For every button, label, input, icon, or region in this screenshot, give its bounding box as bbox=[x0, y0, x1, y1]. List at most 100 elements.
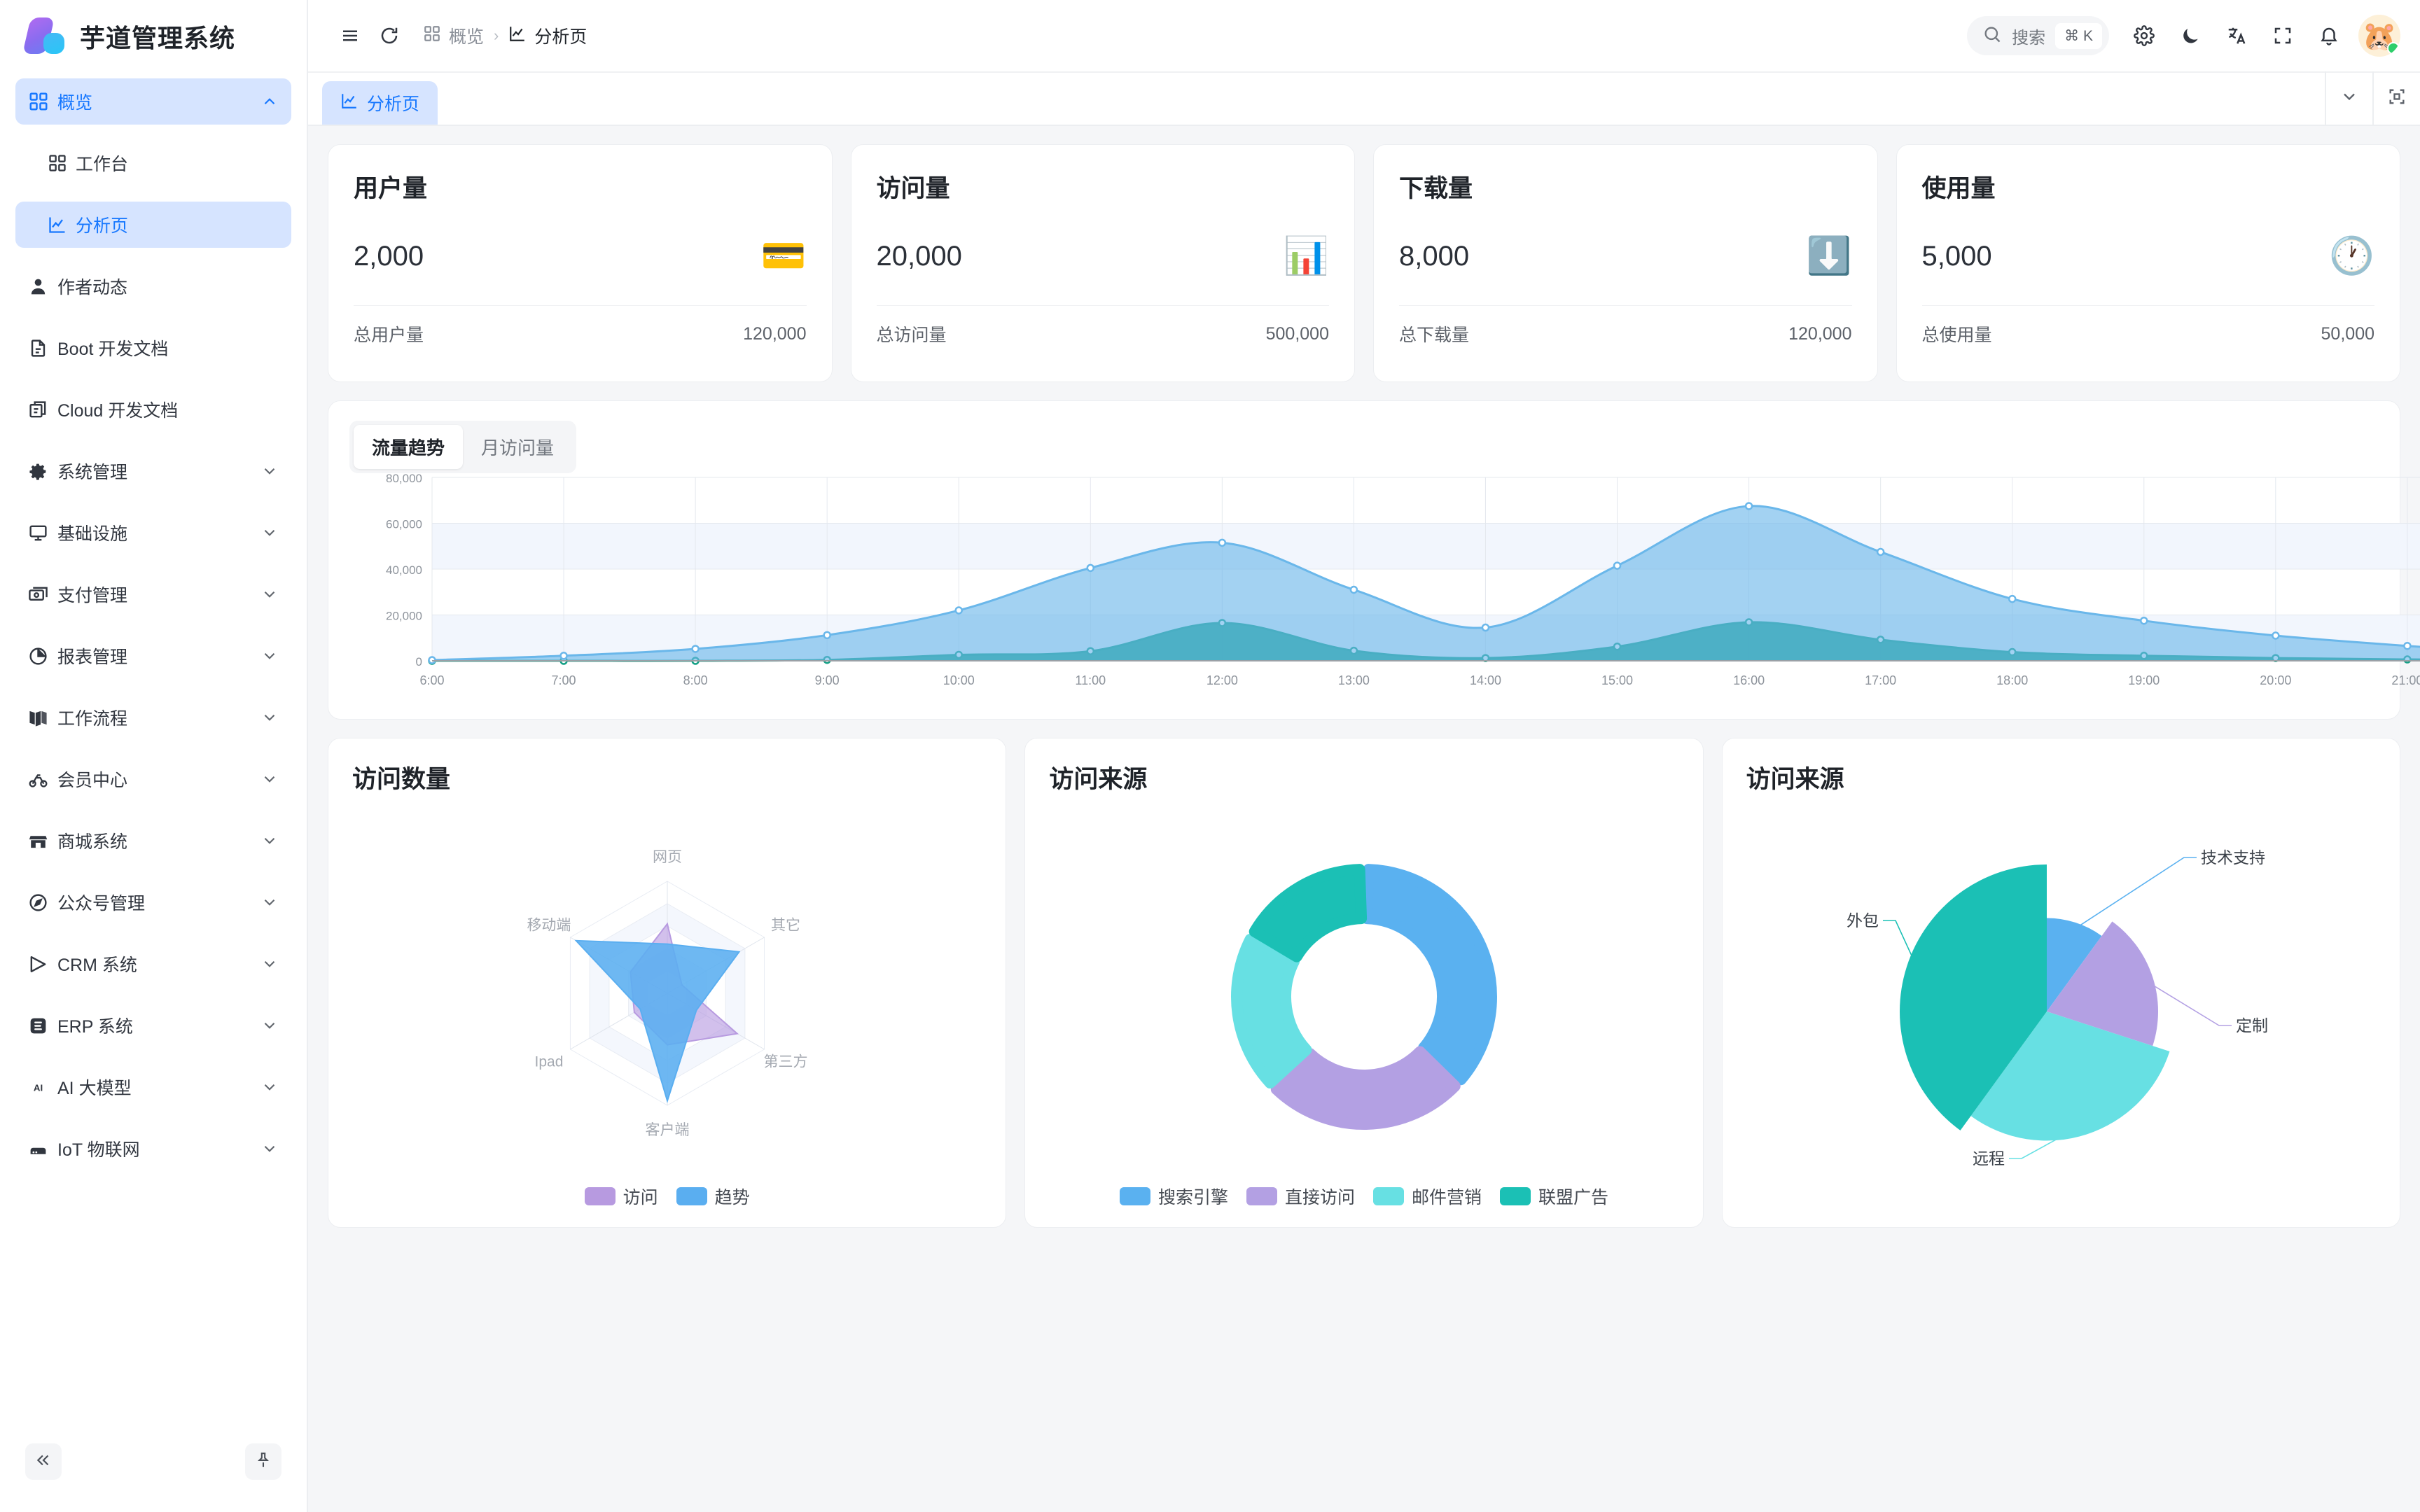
svg-text:60,000: 60,000 bbox=[386, 518, 422, 531]
search-placeholder: 搜索 bbox=[2012, 28, 2046, 48]
svg-text:21:00: 21:00 bbox=[2391, 673, 2420, 687]
svg-text:20:00: 20:00 bbox=[2260, 673, 2291, 687]
sidebar-item-overview[interactable]: 概览 bbox=[15, 78, 291, 125]
legend-item-visit[interactable]: 访问 bbox=[584, 1184, 658, 1209]
visit-source-donut-chart[interactable] bbox=[1168, 825, 1560, 1154]
fullscreen-icon[interactable] bbox=[2263, 16, 2302, 55]
svg-text:80,000: 80,000 bbox=[386, 473, 422, 485]
svg-text:客户端: 客户端 bbox=[645, 1122, 689, 1138]
svg-text:定制: 定制 bbox=[2236, 1016, 2268, 1035]
sidebar-item-label: 支付管理 bbox=[57, 586, 128, 606]
stat-value: 2,000 bbox=[354, 240, 424, 272]
breadcrumb-item-overview[interactable]: 概览 bbox=[423, 23, 484, 48]
legend-item-affiliate[interactable]: 联盟广告 bbox=[1500, 1184, 1608, 1209]
legend-label: 联盟广告 bbox=[1538, 1188, 1609, 1208]
sidebar-pin-button[interactable] bbox=[245, 1443, 281, 1480]
search-input[interactable]: 搜索 ⌘ K bbox=[1967, 16, 2109, 55]
sidebar-item-label: 报表管理 bbox=[57, 648, 128, 667]
traffic-trend-chart[interactable]: 0 20,000 40,000 60,000 80,000 6:00 7:00 8:00 9:0… bbox=[349, 472, 2420, 704]
sidebar-item-report-mgmt[interactable]: 报表管理 bbox=[15, 633, 291, 679]
tab-dropdown-button[interactable] bbox=[2325, 71, 2372, 125]
breadcrumb: 概览 › 分析页 bbox=[423, 23, 587, 48]
legend-item-trend[interactable]: 趋势 bbox=[676, 1184, 750, 1209]
svg-text:远程: 远程 bbox=[1973, 1149, 2005, 1168]
svg-text:20,000: 20,000 bbox=[386, 610, 422, 623]
tab-expand-button[interactable] bbox=[2372, 71, 2420, 125]
svg-text:8:00: 8:00 bbox=[683, 673, 708, 687]
visit-source-rose-card: 访问来源 技术支持 定制 远程 外包 bbox=[1721, 738, 2400, 1228]
divider bbox=[876, 305, 1329, 306]
legend-label: 邮件营销 bbox=[1411, 1188, 1482, 1208]
sidebar-collapse-button[interactable] bbox=[25, 1443, 62, 1480]
svg-text:AI: AI bbox=[34, 1082, 43, 1093]
legend-label: 访问 bbox=[623, 1188, 658, 1208]
sidebar-item-erp-system[interactable]: ERP 系统 bbox=[15, 1002, 291, 1049]
sidebar-item-system-mgmt[interactable]: 系统管理 bbox=[15, 448, 291, 494]
sidebar-item-workflow[interactable]: 工作流程 bbox=[15, 694, 291, 741]
legend-item-search-engine[interactable]: 搜索引擎 bbox=[1119, 1184, 1228, 1209]
bell-icon[interactable] bbox=[2309, 16, 2349, 55]
tab-bar: 分析页 bbox=[308, 71, 2420, 126]
gear-icon[interactable] bbox=[2125, 16, 2164, 55]
legend-item-direct[interactable]: 直接访问 bbox=[1246, 1184, 1355, 1209]
chevron-down-icon bbox=[260, 708, 279, 727]
bicycle-icon bbox=[28, 769, 57, 790]
legend-swatch bbox=[1246, 1187, 1277, 1205]
svg-text:16:00: 16:00 bbox=[1733, 673, 1765, 687]
sidebar-item-author-news[interactable]: 作者动态 bbox=[15, 263, 291, 309]
sidebar-item-label: 商城系统 bbox=[57, 832, 128, 852]
sidebar-item-analysis[interactable]: 分析页 bbox=[15, 202, 291, 248]
avatar[interactable]: 🐹 bbox=[2358, 15, 2400, 57]
stat-foot-label: 总下载量 bbox=[1399, 326, 1470, 345]
brand-logo[interactable]: 芋道管理系统 bbox=[0, 0, 307, 73]
breadcrumb-label: 分析页 bbox=[534, 27, 587, 47]
tab-bar-actions bbox=[2325, 71, 2420, 125]
sidebar-item-infrastructure[interactable]: 基础设施 bbox=[15, 510, 291, 556]
sidebar-item-workbench[interactable]: 工作台 bbox=[15, 140, 291, 186]
ai-icon: AI bbox=[28, 1077, 57, 1098]
stat-value: 8,000 bbox=[1399, 240, 1470, 272]
hamburger-icon[interactable] bbox=[331, 16, 370, 55]
sidebar-item-cloud-docs[interactable]: Cloud 开发文档 bbox=[15, 386, 291, 433]
breadcrumb-item-analysis[interactable]: 分析页 bbox=[508, 23, 587, 48]
sidebar-item-mall-system[interactable]: 商城系统 bbox=[15, 818, 291, 864]
sidebar-item-boot-docs[interactable]: Boot 开发文档 bbox=[15, 325, 291, 371]
svg-text:14:00: 14:00 bbox=[1470, 673, 1501, 687]
chevron-down-icon bbox=[260, 770, 279, 788]
stat-foot-label: 总用户量 bbox=[354, 326, 424, 345]
chevron-down-icon bbox=[260, 524, 279, 542]
bottom-chart-row: 访问数量 网页 其它 第三方 客户端 Ipad 移动端 访问 趋势 bbox=[328, 738, 2400, 1228]
tab-monthly-visits[interactable]: 月访问量 bbox=[481, 438, 555, 458]
sidebar-item-member-center[interactable]: 会员中心 bbox=[15, 756, 291, 802]
sidebar-item-official-account[interactable]: 公众号管理 bbox=[15, 879, 291, 925]
svg-text:18:00: 18:00 bbox=[1996, 673, 2028, 687]
svg-text:12:00: 12:00 bbox=[1206, 673, 1238, 687]
chevron-down-icon bbox=[260, 1016, 279, 1035]
refresh-icon[interactable] bbox=[370, 16, 409, 55]
svg-text:0: 0 bbox=[416, 655, 422, 668]
sidebar-item-ai-model[interactable]: AI AI 大模型 bbox=[15, 1064, 291, 1110]
sidebar-item-label: AI 大模型 bbox=[57, 1079, 132, 1098]
sidebar-item-label: 会员中心 bbox=[57, 771, 128, 790]
sidebar-item-iot[interactable]: IoT 物联网 bbox=[15, 1126, 291, 1172]
translate-icon[interactable] bbox=[2217, 16, 2256, 55]
stat-value: 5,000 bbox=[1921, 240, 1992, 272]
chevron-down-icon bbox=[260, 1078, 279, 1096]
svg-text:技术支持: 技术支持 bbox=[2201, 848, 2265, 867]
legend-label: 直接访问 bbox=[1284, 1188, 1355, 1208]
sidebar-item-crm-system[interactable]: CRM 系统 bbox=[15, 941, 291, 987]
stat-foot-label: 总访问量 bbox=[876, 326, 947, 345]
legend-swatch bbox=[1119, 1187, 1150, 1205]
tab-traffic-trend[interactable]: 流量趋势 bbox=[354, 425, 464, 469]
sidebar-item-payment-mgmt[interactable]: 支付管理 bbox=[15, 571, 291, 617]
chevron-down-icon bbox=[260, 1140, 279, 1158]
sidebar-item-label: 公众号管理 bbox=[57, 894, 146, 913]
moon-icon[interactable] bbox=[2171, 16, 2210, 55]
tab-analysis[interactable]: 分析页 bbox=[322, 81, 438, 125]
legend-item-email[interactable]: 邮件营销 bbox=[1372, 1184, 1482, 1209]
stat-card-users: 用户量 2,000 💳 总用户量 120,000 bbox=[328, 144, 833, 382]
status-badge bbox=[2387, 42, 2400, 55]
document-icon bbox=[28, 338, 57, 358]
